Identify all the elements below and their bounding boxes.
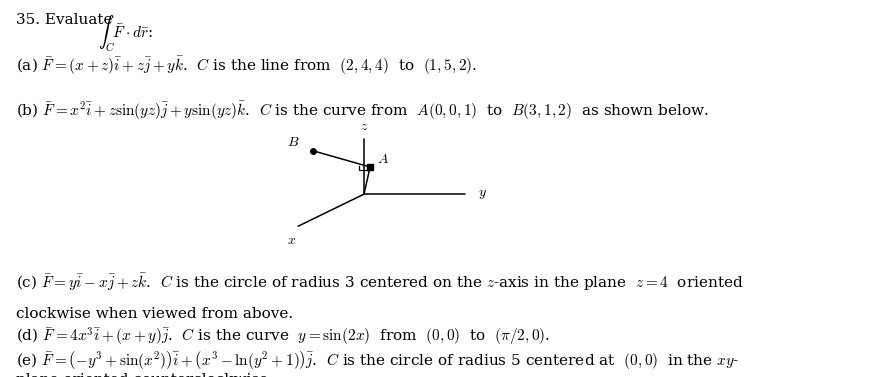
Text: (a) $\bar{F} = (x+z)\bar{i} + z\bar{j} + y\bar{k}$.  $C$ is the line from  $(2,4: (a) $\bar{F} = (x+z)\bar{i} + z\bar{j} +… — [16, 55, 477, 77]
Text: $B$: $B$ — [288, 135, 300, 149]
Text: (d) $\bar{F} = 4x^3\bar{i} + (x+y)\bar{j}$.  $C$ is the curve  $y = \sin(2x)$  f: (d) $\bar{F} = 4x^3\bar{i} + (x+y)\bar{j… — [16, 326, 550, 348]
Text: $\int_C \bar{F} \cdot d\bar{r}$:: $\int_C \bar{F} \cdot d\bar{r}$: — [98, 13, 153, 54]
Text: (c) $\bar{F} = y\bar{i} - x\bar{j} + z\bar{k}$.  $C$ is the circle of radius 3 c: (c) $\bar{F} = y\bar{i} - x\bar{j} + z\b… — [16, 271, 744, 293]
Text: $A$: $A$ — [377, 152, 389, 166]
Text: 35. Evaluate: 35. Evaluate — [16, 13, 118, 27]
Text: plane oriented counterclockwise.: plane oriented counterclockwise. — [16, 373, 273, 377]
Text: (e) $\bar{F} = \left(-y^3 + \sin(x^2)\right)\bar{i} + \left(x^3 - \ln(y^2+1)\rig: (e) $\bar{F} = \left(-y^3 + \sin(x^2)\ri… — [16, 349, 739, 371]
Text: (b) $\bar{F} = x^2\bar{i} + z\sin(yz)\bar{j} + y\sin(yz)\bar{k}$.  $C$ is the cu: (b) $\bar{F} = x^2\bar{i} + z\sin(yz)\ba… — [16, 100, 709, 123]
Text: $x$: $x$ — [287, 233, 296, 247]
Text: clockwise when viewed from above.: clockwise when viewed from above. — [16, 307, 293, 321]
Text: $y$: $y$ — [478, 187, 487, 201]
Text: $z$: $z$ — [360, 119, 368, 133]
